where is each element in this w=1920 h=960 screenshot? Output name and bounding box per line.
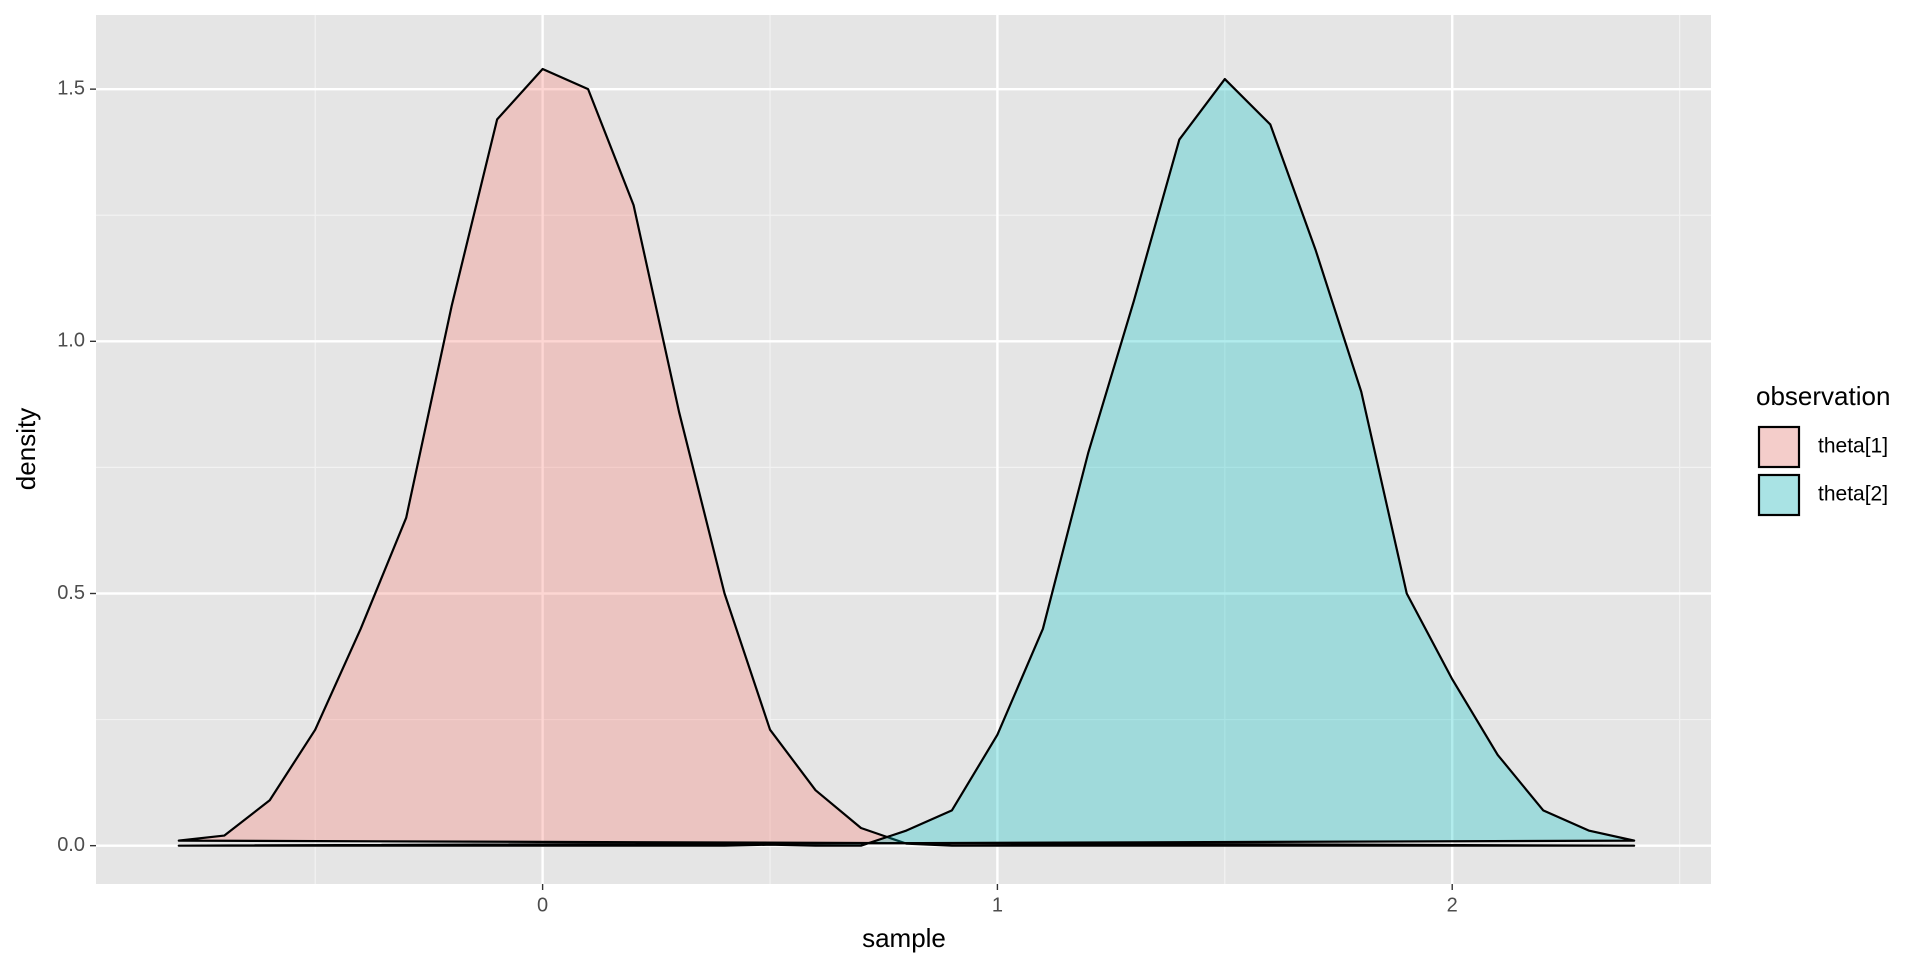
density-area	[177, 77, 1636, 847]
legend-label: theta[2]	[1818, 483, 1888, 506]
y-tick-label: 1.0	[57, 330, 85, 352]
y-axis-title: density	[11, 408, 41, 490]
x-axis-title: sample	[862, 923, 946, 953]
x-tick-label: 2	[1447, 894, 1458, 916]
y-tick-label: 0.0	[57, 834, 85, 856]
legend-key	[1757, 425, 1801, 469]
legend-key-bg	[1758, 474, 1800, 516]
plot-background	[96, 15, 1711, 884]
x-tick-label: 0	[537, 894, 548, 916]
x-tick-label: 1	[992, 894, 1003, 916]
y-tick-label: 1.5	[57, 77, 85, 99]
legend-label: theta[1]	[1818, 435, 1888, 458]
legend-key-bg	[1758, 426, 1800, 468]
legend-title: observation	[1756, 381, 1890, 411]
density-area	[177, 67, 1636, 847]
y-tick-label: 0.5	[57, 582, 85, 604]
legend-key	[1757, 473, 1801, 517]
